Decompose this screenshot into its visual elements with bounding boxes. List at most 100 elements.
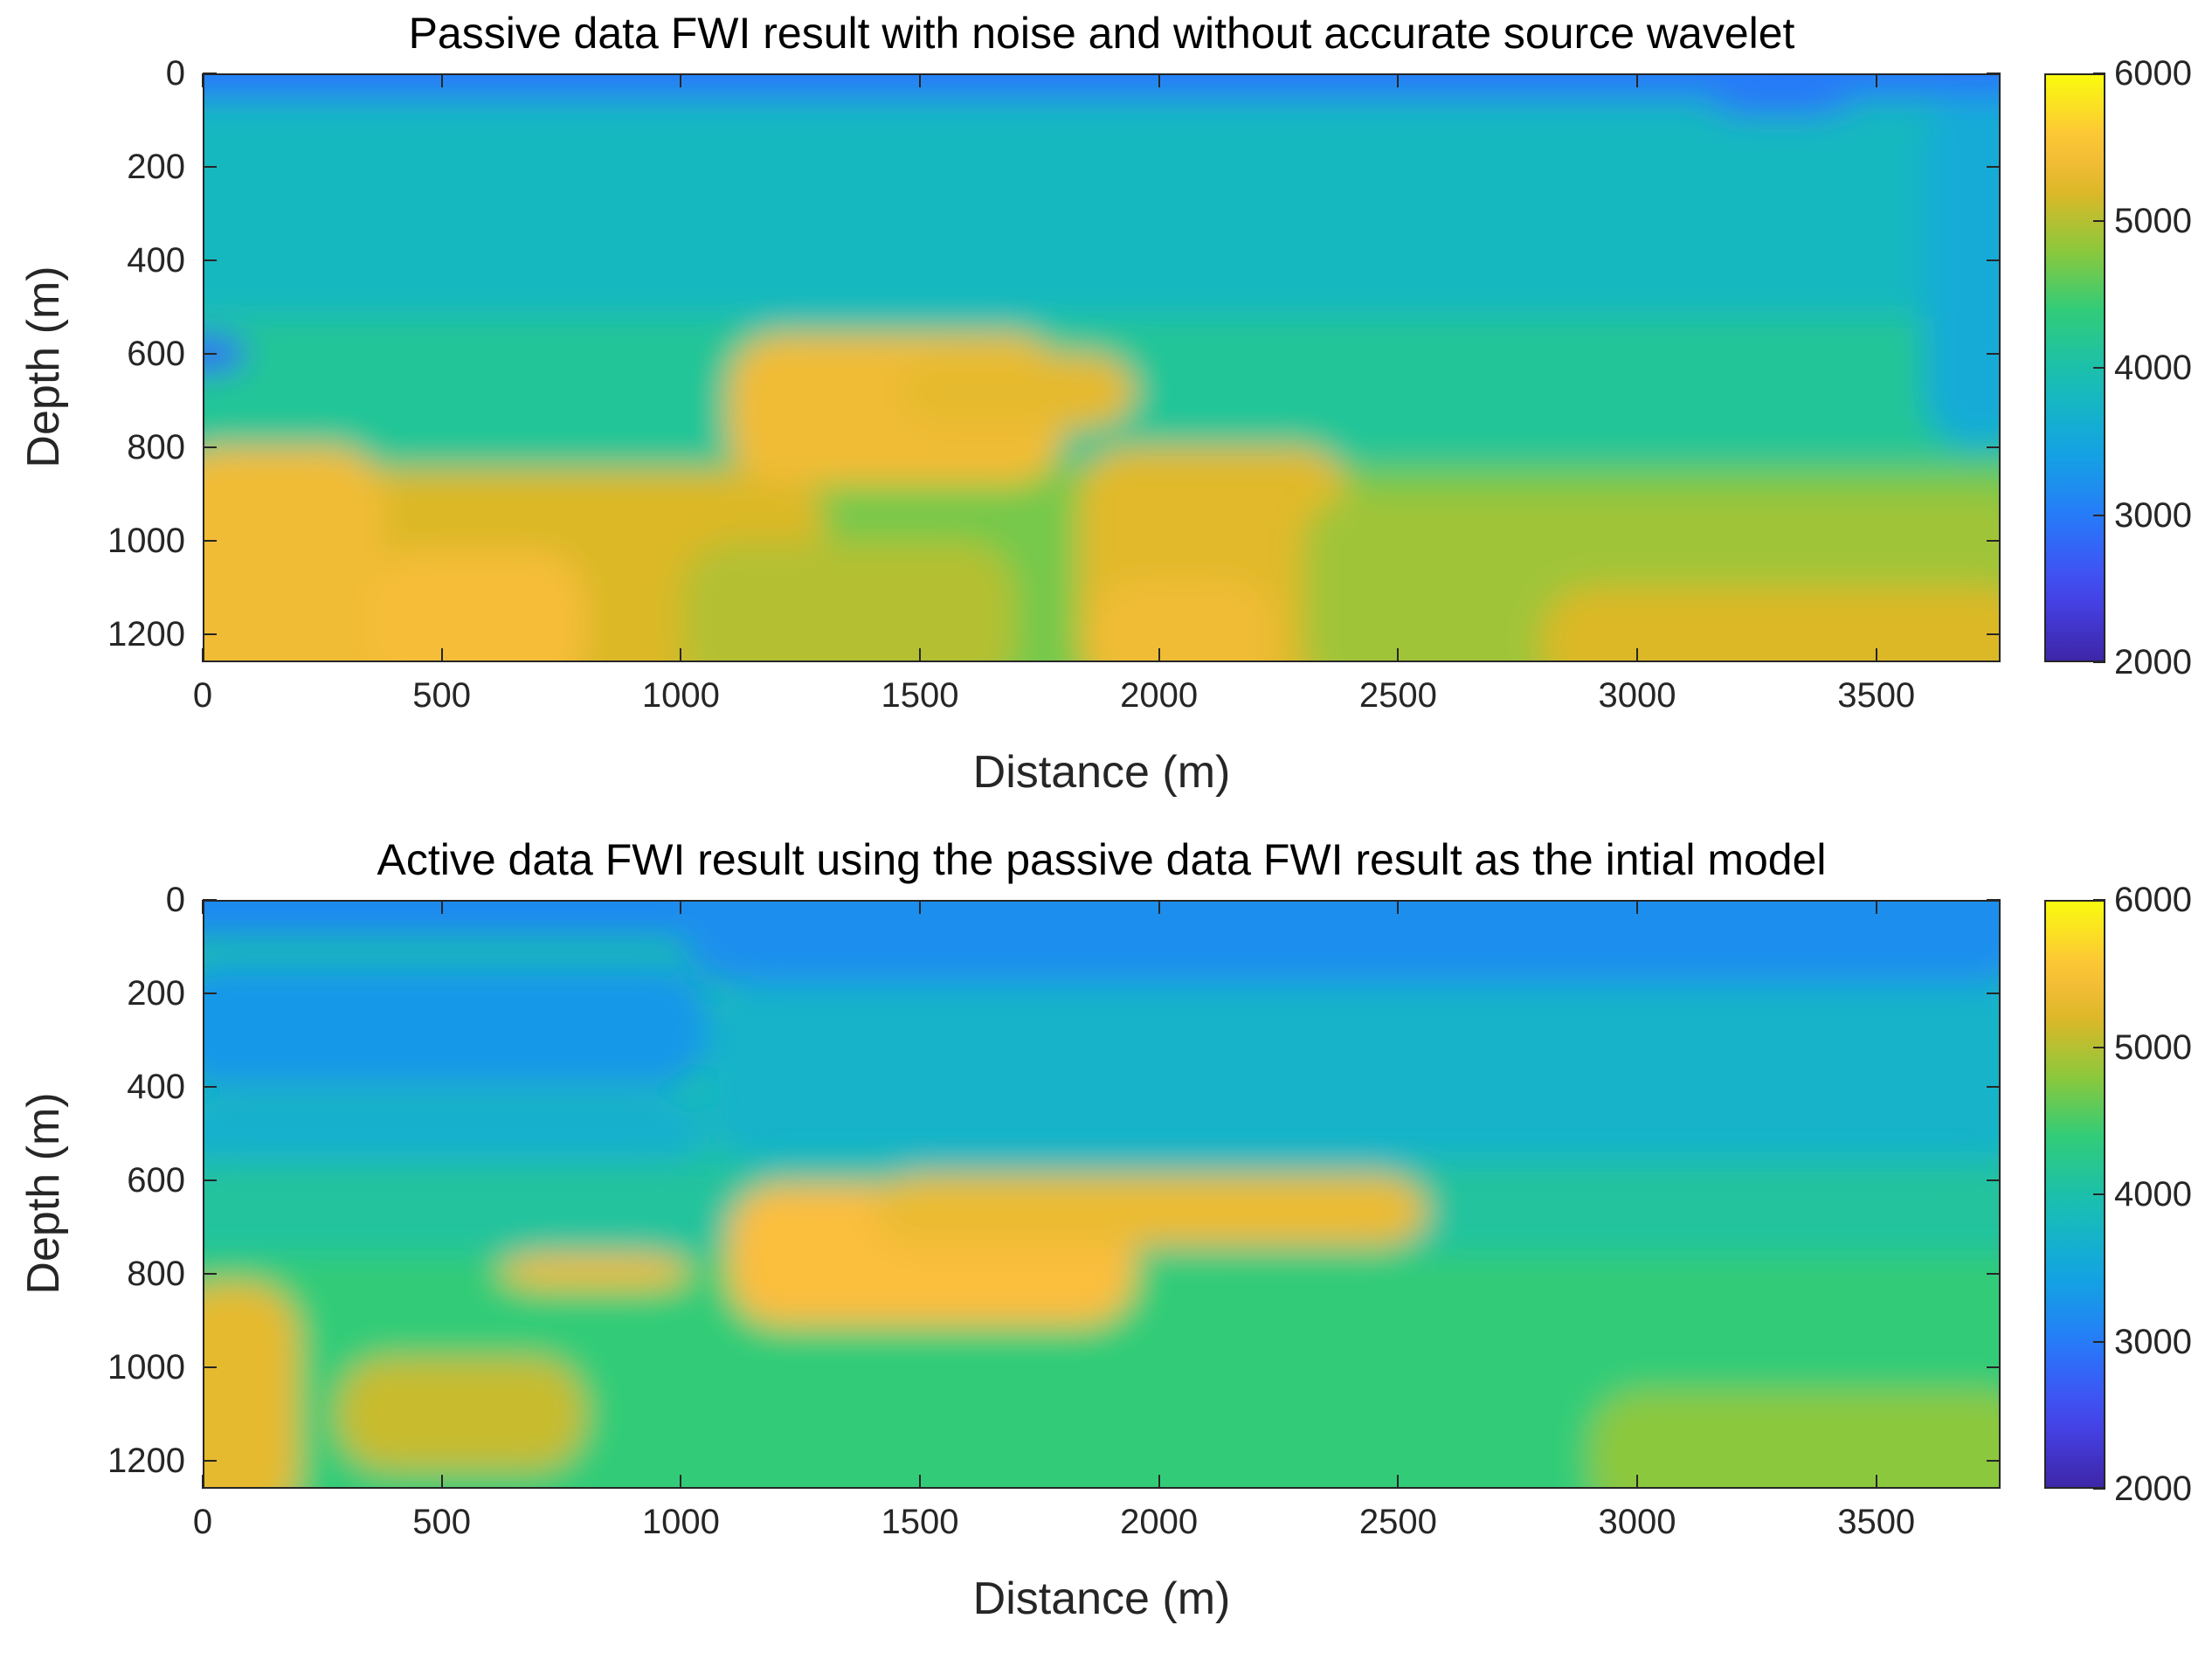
x-tick-label: 2000 bbox=[1120, 676, 1199, 715]
x-axis-label: Distance (m) bbox=[972, 747, 1231, 798]
x-tick-label: 3000 bbox=[1598, 1503, 1676, 1541]
x-tick bbox=[680, 900, 682, 914]
y-tick bbox=[203, 539, 217, 542]
x-tick-label: 0 bbox=[192, 1503, 213, 1541]
heatmap-region bbox=[1589, 1390, 2001, 1489]
y-tick bbox=[1987, 73, 2001, 74]
chart-panel-1: Passive data FWI result with noise and w… bbox=[0, 0, 2212, 826]
heatmap-svg bbox=[203, 73, 2001, 662]
x-tick bbox=[1875, 73, 1877, 87]
x-tick bbox=[1636, 648, 1639, 662]
y-tick bbox=[203, 633, 217, 635]
y-tick-label: 1200 bbox=[107, 1441, 185, 1480]
x-tick-label: 2500 bbox=[1358, 1503, 1437, 1541]
x-tick bbox=[1158, 1475, 1160, 1489]
colorbar-tick-label: 2000 bbox=[2114, 1470, 2192, 1508]
x-tick bbox=[202, 900, 204, 914]
colorbar-tick-label: 3000 bbox=[2114, 1322, 2192, 1361]
colorbar-tick bbox=[2093, 1193, 2105, 1195]
x-tick bbox=[680, 648, 682, 662]
y-tick bbox=[203, 1085, 217, 1088]
y-tick bbox=[1987, 899, 2001, 901]
y-tick-label: 600 bbox=[127, 334, 185, 373]
x-tick-label: 1500 bbox=[881, 676, 959, 715]
colorbar-tick bbox=[2093, 73, 2105, 74]
y-tick bbox=[1987, 633, 2001, 635]
y-tick bbox=[203, 446, 217, 448]
heatmap-region bbox=[499, 1255, 691, 1288]
colorbar-tick-label: 5000 bbox=[2114, 201, 2192, 240]
heatmap-region bbox=[203, 965, 710, 1087]
x-tick bbox=[919, 900, 921, 914]
heatmap-region bbox=[203, 335, 246, 373]
y-tick bbox=[1987, 992, 2001, 994]
y-tick bbox=[203, 899, 217, 901]
colorbar-tick bbox=[2093, 514, 2105, 516]
colorbar-tick bbox=[2093, 661, 2105, 663]
y-tick bbox=[1987, 1366, 2001, 1368]
x-tick bbox=[1875, 648, 1877, 662]
colorbar-tick bbox=[2093, 367, 2105, 369]
y-tick bbox=[203, 992, 217, 994]
colorbar-tick-label: 4000 bbox=[2114, 1175, 2192, 1214]
x-tick bbox=[1875, 900, 1877, 914]
heatmap-region bbox=[336, 1358, 585, 1470]
x-tick bbox=[1636, 1475, 1639, 1489]
colorbar-tick-label: 3000 bbox=[2114, 495, 2192, 535]
x-tick bbox=[1158, 648, 1160, 662]
x-tick-label: 1000 bbox=[641, 676, 720, 715]
heatmap-plot-area bbox=[203, 73, 2001, 662]
x-tick bbox=[919, 648, 921, 662]
x-tick bbox=[440, 1475, 443, 1489]
y-axis-label: Depth (m) bbox=[18, 266, 69, 468]
y-tick bbox=[1987, 352, 2001, 355]
x-tick-label: 3500 bbox=[1837, 1503, 1916, 1541]
x-tick-label: 3500 bbox=[1837, 676, 1916, 715]
x-tick bbox=[1158, 900, 1160, 914]
x-tick bbox=[1397, 73, 1400, 87]
y-tick bbox=[1987, 446, 2001, 448]
chart-title: Passive data FWI result with noise and w… bbox=[408, 9, 1795, 58]
heatmap-region bbox=[681, 540, 1016, 662]
chart-panel-2: Active data FWI result using the passive… bbox=[0, 826, 2212, 1653]
y-tick-label: 0 bbox=[165, 54, 185, 93]
x-tick bbox=[202, 1475, 204, 1489]
heatmap-plot-area bbox=[203, 900, 2001, 1489]
y-tick bbox=[203, 165, 217, 168]
x-tick-label: 500 bbox=[412, 676, 472, 715]
y-tick bbox=[1987, 1459, 2001, 1462]
colorbar-tick-label: 2000 bbox=[2114, 643, 2192, 681]
x-tick bbox=[680, 73, 682, 87]
y-tick-label: 800 bbox=[127, 427, 185, 467]
colorbar-tick bbox=[2093, 219, 2105, 222]
heatmap-region bbox=[895, 353, 1136, 429]
y-tick-label: 1000 bbox=[107, 521, 185, 560]
x-tick bbox=[919, 73, 921, 87]
y-tick bbox=[203, 1179, 217, 1181]
colorbar-tick-label: 5000 bbox=[2114, 1027, 2192, 1067]
y-tick-label: 0 bbox=[165, 881, 185, 919]
colorbar-tick bbox=[2093, 1046, 2105, 1048]
heatmap-region bbox=[203, 1283, 299, 1489]
y-tick-label: 600 bbox=[127, 1160, 185, 1200]
x-tick bbox=[440, 648, 443, 662]
x-tick-label: 500 bbox=[412, 1503, 472, 1541]
heatmap-region bbox=[370, 550, 585, 662]
y-tick bbox=[1987, 539, 2001, 542]
heatmap-region bbox=[1541, 587, 2001, 662]
y-tick bbox=[1987, 1085, 2001, 1088]
chart-title: Active data FWI result using the passive… bbox=[377, 835, 1827, 884]
colorbar-tick bbox=[2093, 899, 2105, 901]
colorbar-tick-label: 6000 bbox=[2114, 881, 2192, 919]
heatmap-region bbox=[709, 984, 2001, 1162]
x-tick bbox=[919, 1475, 921, 1489]
y-tick bbox=[1987, 259, 2001, 261]
x-tick bbox=[1636, 900, 1639, 914]
y-tick-label: 1200 bbox=[107, 614, 185, 654]
colorbar-tick bbox=[2093, 1488, 2105, 1490]
y-tick bbox=[1987, 1272, 2001, 1275]
x-tick bbox=[202, 73, 204, 87]
x-tick bbox=[1158, 73, 1160, 87]
y-tick-label: 800 bbox=[127, 1254, 185, 1293]
x-tick bbox=[202, 648, 204, 662]
